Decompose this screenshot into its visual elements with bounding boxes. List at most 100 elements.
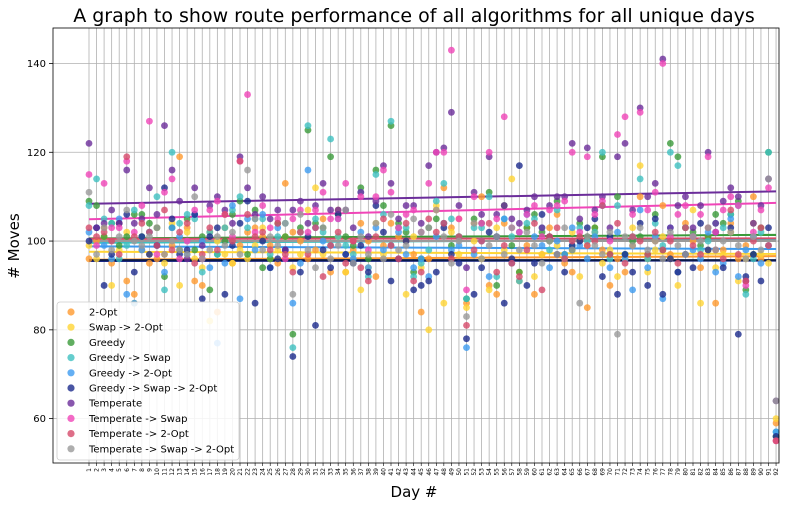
data-point xyxy=(387,188,395,196)
data-point xyxy=(312,206,319,214)
data-point xyxy=(108,282,116,289)
data-point xyxy=(674,211,682,218)
data-point xyxy=(221,250,229,258)
data-point xyxy=(342,268,350,276)
data-point xyxy=(765,148,772,156)
data-point xyxy=(523,211,531,218)
data-point xyxy=(425,179,433,187)
x-tick-label: 13 xyxy=(177,468,184,476)
data-point xyxy=(531,290,538,298)
data-point xyxy=(410,277,418,285)
data-point xyxy=(387,211,395,218)
data-point xyxy=(357,264,365,272)
data-point xyxy=(712,299,720,307)
data-point xyxy=(583,304,591,312)
data-point xyxy=(568,237,576,245)
data-point xyxy=(500,215,508,223)
data-point xyxy=(719,224,727,232)
x-axis-label: Day # xyxy=(391,483,438,501)
data-point xyxy=(727,228,735,236)
data-point xyxy=(123,233,131,241)
data-point xyxy=(697,211,704,218)
data-point xyxy=(206,206,214,214)
data-point xyxy=(644,246,652,254)
data-point xyxy=(576,215,584,223)
x-tick-label: 16 xyxy=(199,468,206,476)
data-point xyxy=(123,277,131,285)
data-point xyxy=(651,179,659,187)
data-point xyxy=(334,215,342,223)
data-point xyxy=(327,153,334,161)
data-point xyxy=(115,233,123,241)
data-point xyxy=(289,228,297,236)
x-tick-label: 75 xyxy=(645,468,652,476)
data-point xyxy=(297,268,304,276)
data-point xyxy=(508,224,516,232)
data-point xyxy=(546,224,553,232)
data-point xyxy=(470,193,478,201)
data-point xyxy=(515,273,523,280)
data-point xyxy=(364,268,372,276)
data-point xyxy=(168,224,176,232)
data-point xyxy=(636,193,644,201)
x-tick-label: 73 xyxy=(630,468,637,476)
x-tick-label: 11 xyxy=(162,468,169,476)
data-point xyxy=(236,250,244,258)
data-point xyxy=(583,233,591,241)
data-point xyxy=(531,259,538,267)
data-point xyxy=(712,219,720,227)
data-point xyxy=(364,277,372,285)
data-point xyxy=(742,255,750,263)
data-point xyxy=(765,175,772,183)
data-point xyxy=(259,211,267,218)
data-point xyxy=(493,224,501,232)
data-point xyxy=(538,242,546,249)
data-point xyxy=(425,255,433,263)
data-point xyxy=(176,197,184,205)
data-point xyxy=(281,233,289,241)
data-point xyxy=(712,246,720,254)
data-point xyxy=(312,264,319,272)
data-point xyxy=(576,273,584,280)
data-point xyxy=(599,273,606,280)
data-point xyxy=(146,233,153,241)
data-point xyxy=(606,264,614,272)
x-tick-label: 18 xyxy=(214,468,221,476)
data-point xyxy=(651,237,659,245)
data-point xyxy=(387,179,395,187)
data-point xyxy=(500,299,508,307)
data-point xyxy=(357,286,365,294)
data-point xyxy=(380,255,387,263)
data-point xyxy=(100,242,108,249)
data-point xyxy=(629,268,636,276)
x-tick-label: 32 xyxy=(320,468,327,476)
data-point xyxy=(508,175,516,183)
data-point xyxy=(425,162,433,170)
data-point xyxy=(606,282,614,289)
legend-label: Greedy -> 2-Opt xyxy=(89,368,172,379)
data-point xyxy=(425,215,433,223)
data-point xyxy=(410,215,418,223)
data-point xyxy=(485,286,493,294)
x-tick-label: 20 xyxy=(229,468,236,476)
data-point xyxy=(334,206,342,214)
data-point xyxy=(508,242,516,249)
x-tick-label: 29 xyxy=(297,468,304,476)
data-point xyxy=(621,250,629,258)
data-point xyxy=(289,330,297,338)
data-point xyxy=(417,282,425,289)
data-point xyxy=(712,268,720,276)
data-point xyxy=(515,246,523,254)
data-point xyxy=(259,264,267,272)
data-point xyxy=(606,228,614,236)
data-point xyxy=(621,233,629,241)
x-tick-label: 60 xyxy=(531,468,538,476)
data-point xyxy=(659,233,667,241)
chart-title: A graph to show route performance of all… xyxy=(73,5,755,27)
data-point xyxy=(508,233,516,241)
data-point xyxy=(198,242,206,249)
data-point xyxy=(229,219,236,227)
data-point xyxy=(493,233,501,241)
data-point xyxy=(772,415,780,423)
data-point xyxy=(719,237,727,245)
